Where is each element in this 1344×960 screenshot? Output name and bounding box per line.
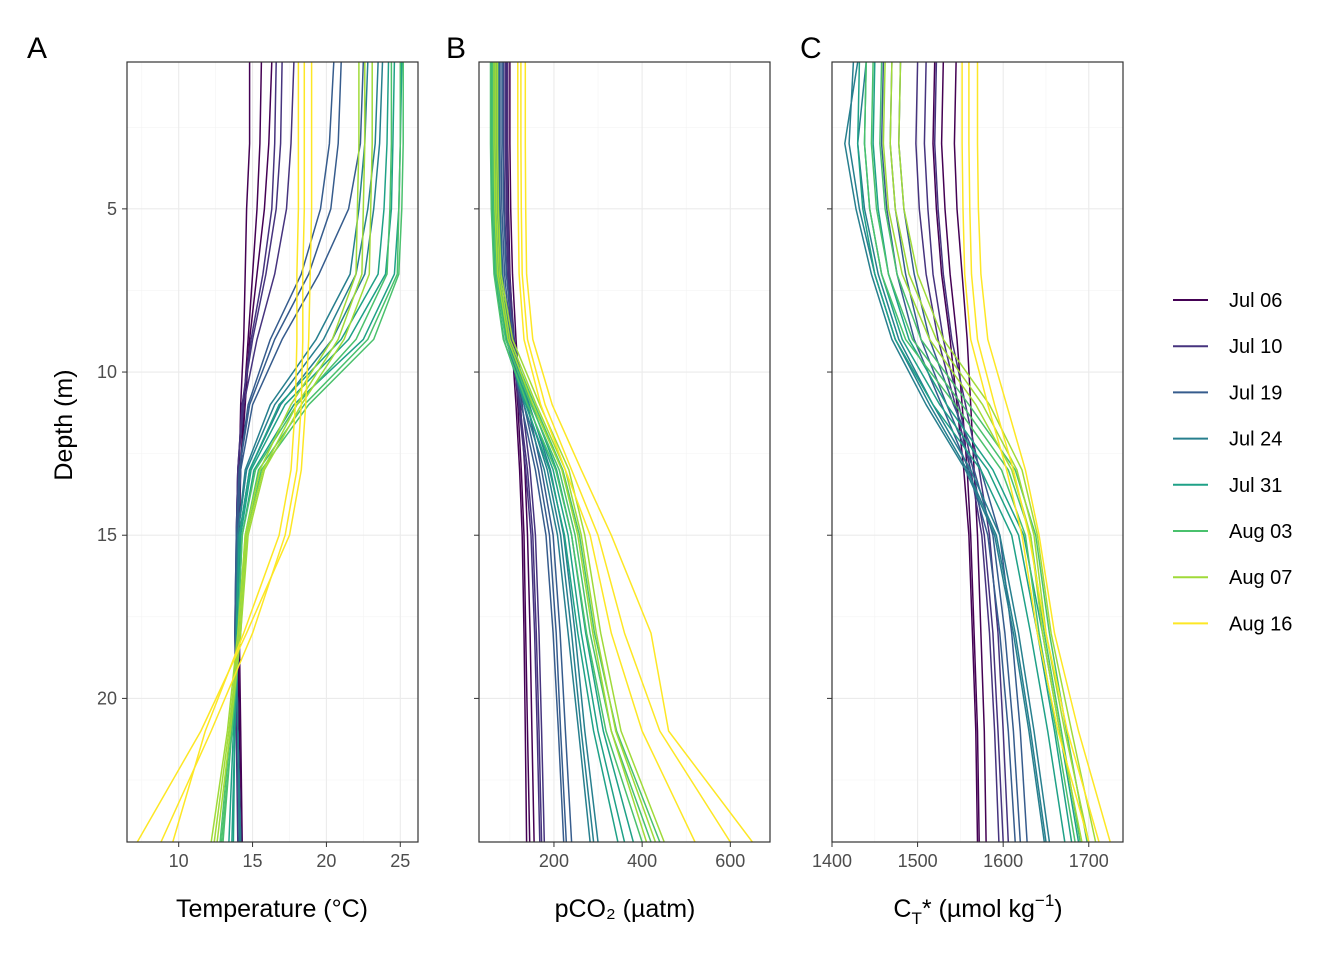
- ct-label-c: C: [893, 895, 911, 923]
- x-tick-label: 200: [539, 851, 569, 871]
- profile-lines: [489, 62, 753, 842]
- legend-label: Jul 31: [1229, 475, 1282, 497]
- profile-line-jul-31: [856, 62, 1066, 842]
- legend-label: Jul 19: [1229, 382, 1282, 404]
- y-tick-label: 10: [97, 362, 117, 382]
- panel-background: [479, 62, 770, 842]
- x-tick-label: 1600: [983, 851, 1023, 871]
- profile-line-jul-24: [495, 62, 595, 842]
- profile-line-aug-07: [213, 62, 366, 842]
- x-axis-title-temperature: Temperature (°C): [176, 895, 368, 923]
- ct-label-close: ): [1054, 895, 1062, 923]
- profile-line-jul-10: [502, 62, 541, 842]
- x-tick-label: 20: [316, 851, 336, 871]
- profile-line-jul-06: [509, 62, 535, 842]
- x-tick-label: 600: [715, 851, 745, 871]
- panel-tag-c: C: [800, 32, 822, 65]
- profile-line-aug-16: [968, 62, 1100, 842]
- panel-tag-b: B: [446, 32, 466, 65]
- legend: Jul 06 Jul 10 Jul 19 Jul 24 Jul 31 Aug 03 Aug …: [1173, 290, 1292, 635]
- ct-label-subscript: T: [911, 909, 921, 928]
- profile-line-jul-31: [490, 62, 619, 842]
- ct-label-units: * (µmol kg: [922, 895, 1035, 923]
- profile-line-aug-07: [889, 62, 1090, 842]
- x-tick-label: 400: [627, 851, 657, 871]
- profile-line-jul-06: [953, 62, 987, 842]
- panel-border: [126, 61, 419, 843]
- profile-line-aug-07: [495, 62, 657, 842]
- y-tick-label: 20: [97, 688, 117, 708]
- panel-tag-a: A: [27, 32, 47, 65]
- profile-line-aug-07: [882, 62, 1083, 842]
- profile-line-jul-06: [932, 62, 979, 842]
- profile-line-aug-16: [520, 62, 731, 842]
- profile-line-jul-10: [933, 62, 1010, 842]
- profile-line-aug-16: [517, 62, 696, 842]
- profile-line-jul-10: [504, 62, 543, 842]
- legend-label: Jul 06: [1229, 290, 1282, 312]
- profile-line-jul-31: [494, 62, 635, 842]
- profile-line-aug-03: [491, 62, 652, 842]
- profile-line-jul-10: [506, 62, 546, 842]
- legend-label: Jul 10: [1229, 336, 1282, 358]
- panel-border: [478, 61, 771, 843]
- profile-line-aug-16: [160, 62, 306, 842]
- legend-label: Jul 24: [1229, 429, 1282, 451]
- x-tick-label: 1700: [1069, 851, 1109, 871]
- profile-line-jul-19: [498, 62, 565, 842]
- x-tick-label: 10: [169, 851, 189, 871]
- x-tick-label: 25: [390, 851, 410, 871]
- profile-line-jul-24: [844, 62, 1046, 842]
- x-axis-title-pco2: pCO₂ (µatm): [555, 895, 696, 923]
- profile-lines: [136, 62, 404, 842]
- profile-line-jul-10: [923, 62, 1004, 842]
- profile-line-aug-03: [489, 62, 643, 842]
- profile-line-aug-07: [210, 62, 360, 842]
- x-tick-label: 1400: [812, 851, 852, 871]
- profile-line-aug-03: [870, 62, 1081, 842]
- profile-line-jul-24: [848, 62, 1047, 842]
- panel-a-temperature: 10 15 20 25 5 10 15 20: [97, 61, 419, 871]
- profile-line-aug-16: [172, 62, 300, 842]
- panel-b-pco2: 200 400 600: [474, 61, 771, 871]
- profile-line-aug-07: [493, 62, 648, 842]
- y-axis-title: Depth (m): [50, 369, 78, 480]
- profile-line-aug-07: [496, 62, 665, 842]
- y-tick-label: 5: [107, 199, 117, 219]
- legend-label: Aug 16: [1229, 613, 1292, 635]
- profile-line-jul-31: [492, 62, 626, 842]
- x-tick-label: 15: [243, 851, 263, 871]
- profile-line-aug-07: [898, 62, 1097, 842]
- x-axis-title-ct: CT* (µmol kg−1): [893, 891, 1062, 928]
- profile-line-aug-16: [976, 62, 1111, 842]
- panel-c-ct: 1400 1500 1600 1700: [812, 61, 1124, 871]
- panel-border: [831, 61, 1124, 843]
- ct-label-exponent: −1: [1035, 891, 1054, 910]
- profile-lines: [844, 62, 1111, 842]
- x-tick-label: 1500: [898, 851, 938, 871]
- profile-line-aug-16: [961, 62, 1090, 842]
- legend-label: Aug 07: [1229, 567, 1292, 589]
- profile-line-aug-16: [524, 62, 753, 842]
- profile-line-jul-19: [880, 62, 1016, 842]
- profile-line-jul-24: [497, 62, 599, 842]
- legend-label: Aug 03: [1229, 521, 1292, 543]
- profile-line-aug-03: [879, 62, 1088, 842]
- y-tick-label: 15: [97, 525, 117, 545]
